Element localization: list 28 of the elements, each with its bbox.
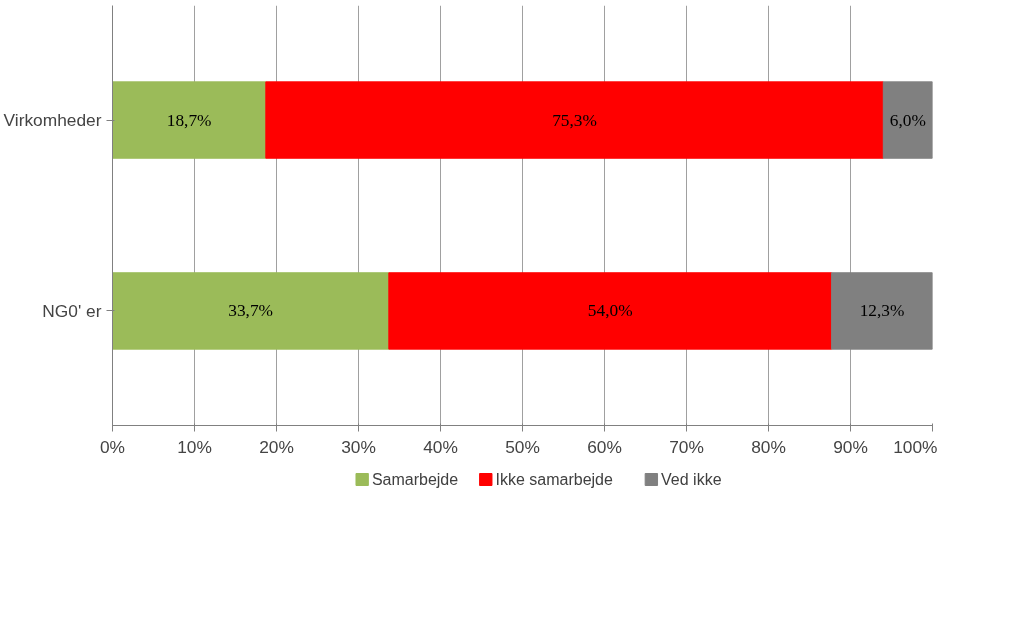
y-tick-label: Virkomheder [3,110,102,131]
legend-label: Ved ikke [661,471,722,488]
x-tick-label: 40% [423,436,458,457]
x-tick-label: 50% [505,436,540,457]
x-tick-label: 0% [99,436,126,457]
legend-label: Samarbejde [371,471,459,488]
data-label: 12,3% [859,301,905,321]
bar [882,81,933,159]
data-label: 6,0% [889,110,926,130]
bar [112,81,267,159]
data-label: 33,7% [228,301,274,321]
x-tick-label: 100% [893,436,938,457]
x-tick-label: 10% [177,436,212,457]
x-tick-label: 90% [833,436,868,457]
x-tick-label: 70% [669,436,704,457]
legend-label: Ikke samarbejde [495,471,613,488]
bar [265,81,884,159]
x-tick-label: 20% [259,436,294,457]
bar [112,272,390,350]
data-label: 18,7% [166,110,212,130]
data-label: 75,3% [552,110,597,130]
x-tick-label: 80% [751,436,786,457]
x-tick-label: 60% [587,436,622,457]
x-tick-label: 30% [341,436,376,457]
bar [388,272,833,350]
data-label: 54,0% [587,301,633,321]
bar [831,272,933,350]
y-tick-label: NG0' er [42,300,102,321]
